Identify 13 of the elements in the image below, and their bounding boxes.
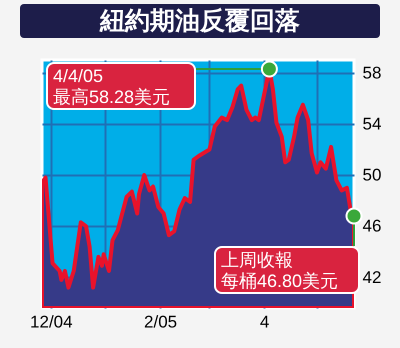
y-tick-label: 50: [362, 166, 382, 185]
x-tick-label: 12/04: [30, 312, 73, 332]
y-tick-label: 42: [362, 268, 382, 287]
annotation: 4/4/05: [53, 66, 104, 87]
annotation: 最高58.28美元: [53, 87, 172, 108]
y-tick-label: 58: [362, 63, 382, 82]
x-tick-label: 2/05: [144, 312, 178, 332]
annotation: 上周收報: [221, 250, 294, 271]
y-tick-label: 46: [362, 216, 382, 236]
y-tick-label: 54: [362, 114, 382, 134]
chart-title: 紐約期油反覆回落: [20, 4, 380, 38]
annotation: 每桶46.80美元: [221, 270, 340, 292]
x-tick-label: 4: [260, 312, 270, 332]
